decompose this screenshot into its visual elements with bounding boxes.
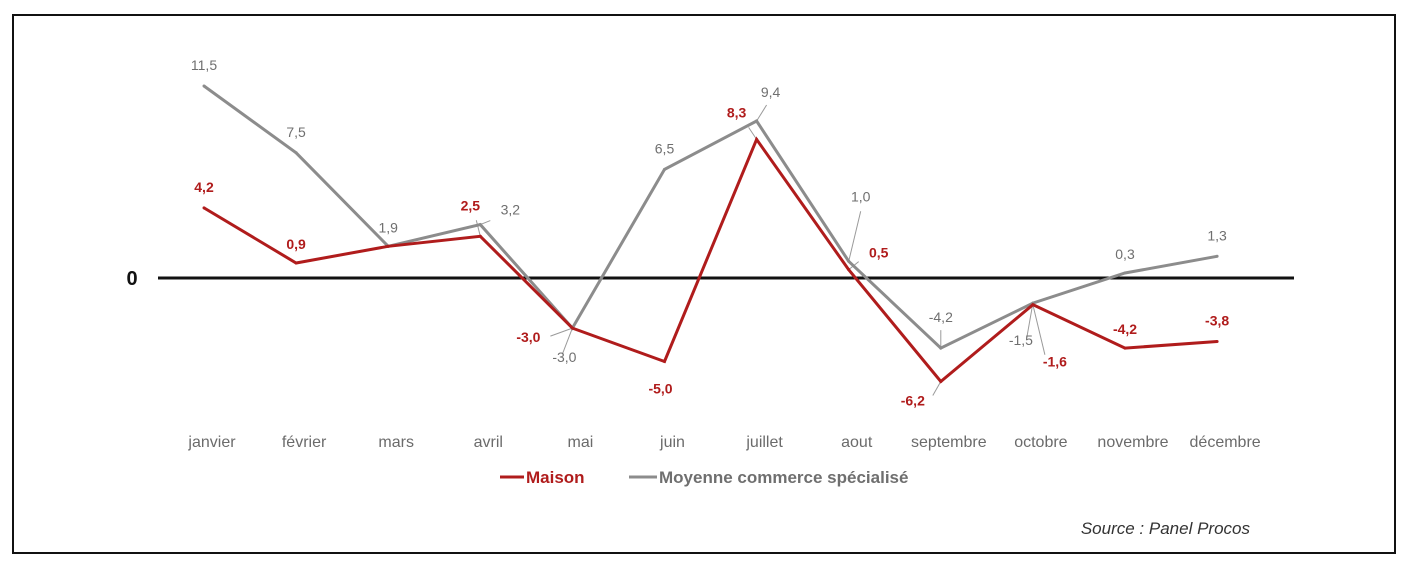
data-point-moyenne bbox=[847, 259, 851, 263]
x-tick-label: aout bbox=[841, 434, 873, 451]
leader-line-maison bbox=[1032, 304, 1046, 355]
data-point-maison bbox=[1215, 339, 1219, 343]
x-tick-label: novembre bbox=[1097, 434, 1168, 451]
data-point-maison bbox=[663, 360, 666, 363]
data-label-moyenne: 6,5 bbox=[655, 140, 675, 156]
data-point-maison bbox=[755, 137, 759, 141]
leader-line-moyenne bbox=[1026, 302, 1034, 338]
data-label-moyenne: 1,9 bbox=[378, 219, 398, 235]
data-label-maison: 2,5 bbox=[461, 197, 481, 213]
data-point-maison bbox=[478, 234, 482, 238]
series-line-moyenne bbox=[203, 84, 1218, 350]
data-point-moyenne bbox=[755, 119, 759, 123]
x-tick-label: février bbox=[282, 434, 327, 451]
data-label-moyenne: 0,3 bbox=[1115, 246, 1135, 262]
data-point-maison bbox=[847, 268, 851, 272]
data-label-moyenne: -3,0 bbox=[552, 349, 576, 365]
data-point-maison bbox=[386, 244, 390, 248]
data-labels: 11,5 7,5 1,9 3,2 -3,0 6,5 9,4 1,0 -4,2 -1,5 0,3 1,3… bbox=[191, 57, 1229, 409]
data-point-maison bbox=[202, 206, 206, 210]
x-tick-label: octobre bbox=[1014, 434, 1067, 451]
data-label-moyenne: -4,2 bbox=[929, 309, 953, 325]
leader-lines bbox=[475, 104, 1046, 396]
x-tick-label: juillet bbox=[745, 434, 783, 451]
leader-line-maison bbox=[748, 127, 758, 140]
legend-label-moyenne: Moyenne commerce spécialisé bbox=[659, 468, 908, 487]
data-label-maison: 8,3 bbox=[727, 104, 747, 120]
data-label-maison: 0,5 bbox=[869, 245, 889, 261]
data-label-maison: -1,6 bbox=[1043, 354, 1067, 370]
series-layer bbox=[202, 84, 1219, 384]
leader-line-moyenne bbox=[480, 220, 491, 226]
series-line-maison bbox=[203, 136, 1218, 384]
data-label-maison: -3,8 bbox=[1205, 312, 1229, 328]
data-label-moyenne: 9,4 bbox=[761, 84, 781, 100]
legend-label-maison: Maison bbox=[526, 468, 585, 487]
legend: Maison Moyenne commerce spécialisé bbox=[500, 468, 908, 487]
x-axis-ticks: janvier février mars avril mai juin juillet aou… bbox=[187, 434, 1260, 451]
data-label-moyenne: 1,3 bbox=[1207, 227, 1227, 243]
data-label-maison: -4,2 bbox=[1113, 321, 1137, 337]
leader-line-moyenne bbox=[756, 104, 768, 122]
x-tick-label: janvier bbox=[187, 434, 236, 451]
x-tick-label: juin bbox=[659, 434, 685, 451]
data-label-maison: -5,0 bbox=[648, 381, 672, 397]
data-point-moyenne bbox=[202, 84, 206, 88]
leader-line-moyenne bbox=[561, 327, 573, 355]
leader-line-maison bbox=[475, 220, 481, 237]
data-point-moyenne bbox=[1215, 254, 1219, 258]
data-point-maison bbox=[939, 380, 943, 384]
data-label-moyenne: 1,0 bbox=[851, 188, 871, 204]
leader-line-moyenne bbox=[848, 211, 862, 262]
data-label-maison: -3,0 bbox=[516, 329, 540, 345]
x-tick-label: mai bbox=[568, 434, 594, 451]
data-point-moyenne bbox=[1123, 271, 1127, 275]
chart-frame: 0 11,5 7,5 1,9 3,2 -3,0 6,5 9,4 1,0 -4,2 -1,5 0,3 1… bbox=[12, 14, 1396, 554]
data-label-moyenne: 3,2 bbox=[501, 202, 521, 218]
x-tick-label: mars bbox=[378, 434, 414, 451]
data-point-moyenne bbox=[663, 167, 666, 171]
source-note: Source : Panel Procos bbox=[1081, 519, 1251, 538]
data-point-maison bbox=[294, 261, 298, 265]
data-point-moyenne bbox=[294, 151, 298, 155]
data-label-maison: 4,2 bbox=[194, 179, 214, 195]
line-chart: 0 11,57,51,93,2-3,06,59,41,0-4,2-1,50,31… bbox=[126, 57, 1294, 538]
x-tick-label: avril bbox=[474, 434, 503, 451]
x-tick-label: décembre bbox=[1190, 434, 1261, 451]
data-point-maison bbox=[570, 326, 574, 330]
data-label-maison: 0,9 bbox=[286, 236, 306, 252]
data-label-moyenne: 11,5 bbox=[191, 57, 217, 73]
axis-layer: 0 bbox=[126, 268, 1294, 290]
data-point-moyenne bbox=[939, 346, 943, 350]
data-point-moyenne bbox=[478, 223, 482, 227]
leader-line-maison bbox=[932, 381, 942, 396]
data-point-maison bbox=[1123, 346, 1127, 350]
data-label-moyenne: 7,5 bbox=[286, 124, 306, 140]
leader-line-maison bbox=[550, 327, 573, 337]
x-tick-label: septembre bbox=[911, 434, 987, 451]
zero-label: 0 bbox=[126, 268, 137, 290]
data-label-maison: -6,2 bbox=[901, 393, 925, 409]
data-point-maison bbox=[1031, 303, 1035, 307]
data-label-moyenne: -1,5 bbox=[1009, 332, 1033, 348]
